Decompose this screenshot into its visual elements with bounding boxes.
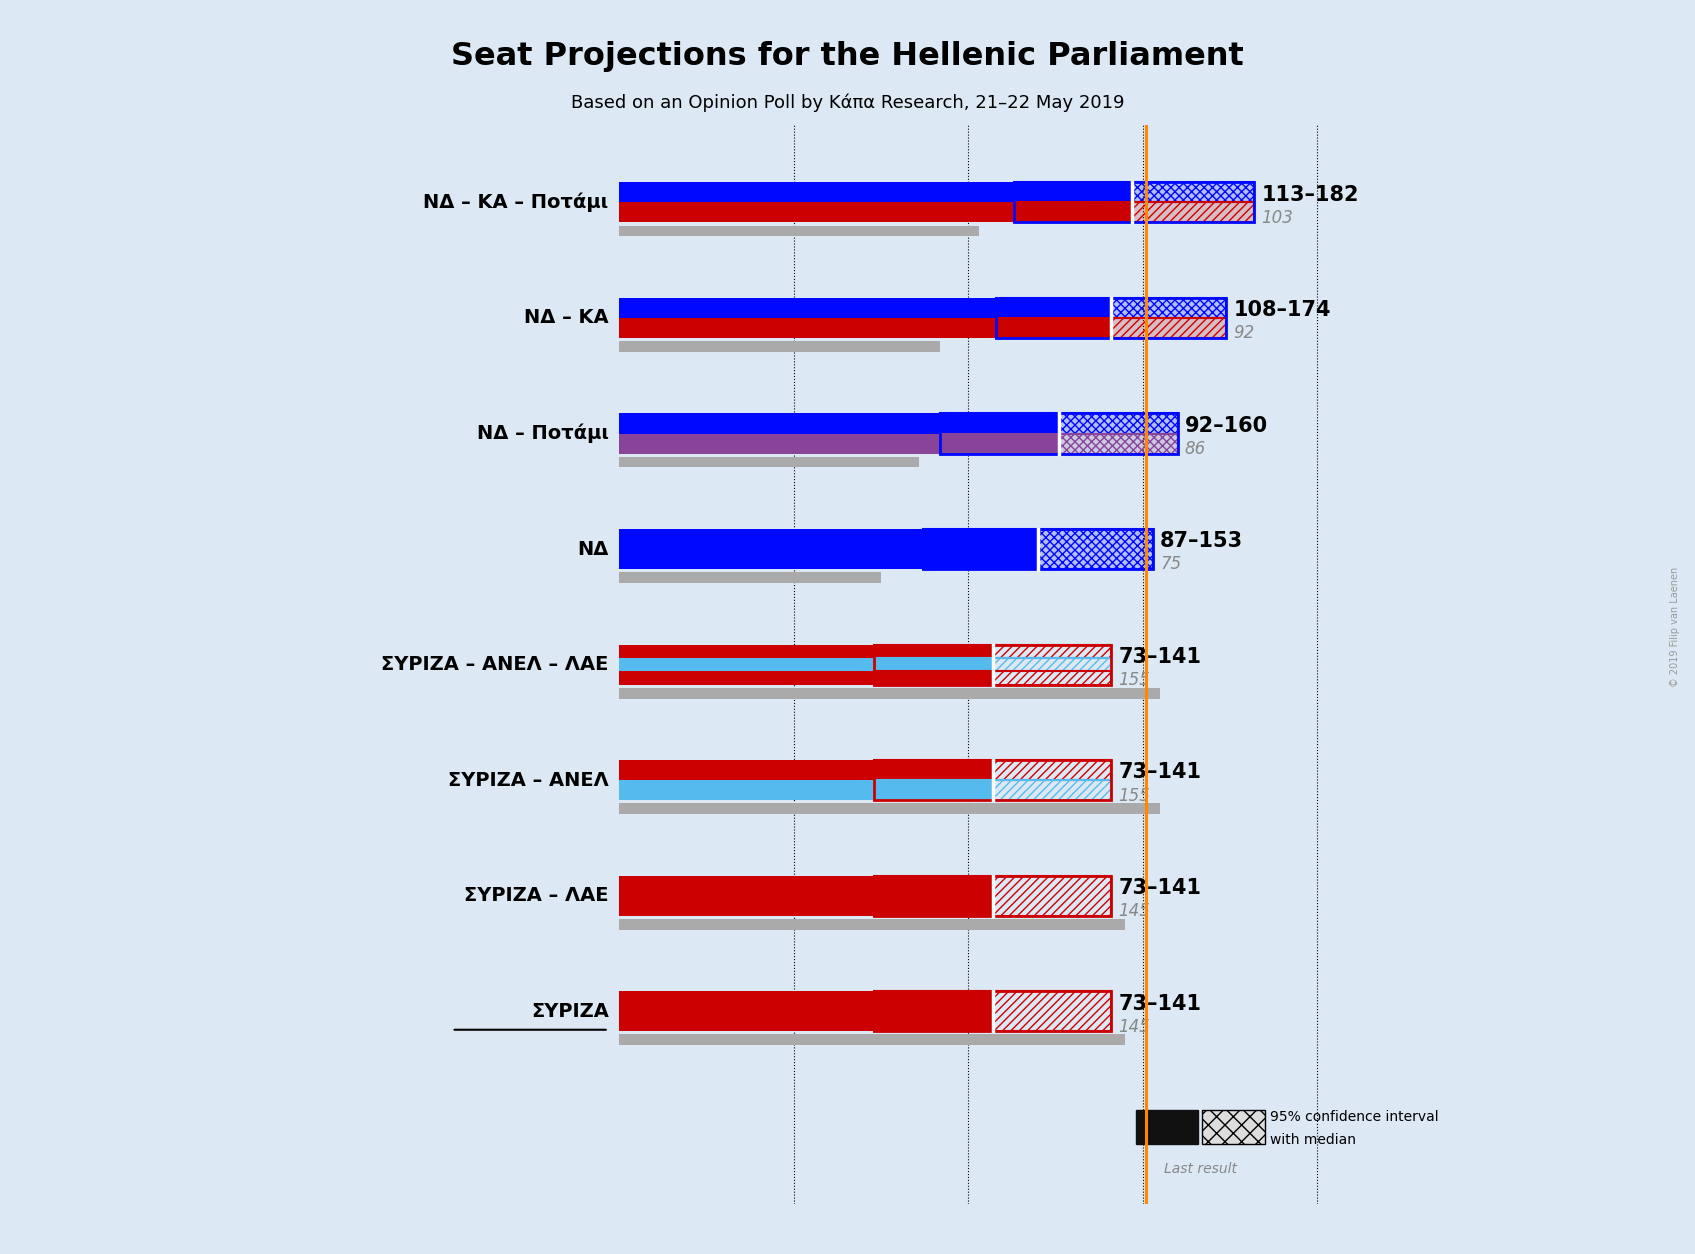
Bar <box>875 760 1112 780</box>
Bar <box>619 780 993 800</box>
Bar <box>875 658 1112 671</box>
Text: 73–141: 73–141 <box>1119 878 1202 898</box>
Text: ΣΥΡΙΖΑ – ΑΝΕΛ: ΣΥΡΙΖΑ – ΑΝΕΛ <box>447 771 609 790</box>
Bar <box>619 434 1059 454</box>
Text: ΝΔ – Ποτάμι: ΝΔ – Ποτάμι <box>476 424 609 443</box>
Bar <box>941 414 1178 454</box>
Bar <box>997 319 1227 339</box>
Bar <box>619 1035 1125 1045</box>
Bar <box>619 760 993 780</box>
Text: 86: 86 <box>1185 440 1205 458</box>
Text: 145: 145 <box>1119 902 1151 920</box>
Bar <box>619 182 1132 202</box>
Bar <box>619 919 1125 929</box>
Text: 113–182: 113–182 <box>1261 184 1359 204</box>
Bar <box>619 341 941 352</box>
Text: Seat Projections for the Hellenic Parliament: Seat Projections for the Hellenic Parlia… <box>451 41 1244 71</box>
Bar <box>619 529 1037 569</box>
Text: Based on an Opinion Poll by Κάπα Research, 21–22 May 2019: Based on an Opinion Poll by Κάπα Researc… <box>571 94 1124 112</box>
Bar <box>875 875 1112 915</box>
Bar <box>619 572 881 583</box>
Bar <box>875 671 1112 685</box>
Bar <box>922 529 1153 569</box>
Bar <box>619 658 993 671</box>
Text: 92–160: 92–160 <box>1185 416 1268 436</box>
Bar <box>619 202 1132 222</box>
Bar <box>875 991 1112 1031</box>
Bar <box>1202 1110 1264 1144</box>
Text: 92: 92 <box>1234 325 1254 342</box>
Bar <box>619 804 1159 814</box>
Text: 145: 145 <box>1119 1018 1151 1036</box>
Text: 108–174: 108–174 <box>1234 300 1331 320</box>
Text: 87–153: 87–153 <box>1159 532 1242 552</box>
Bar <box>1014 182 1254 202</box>
Bar <box>1136 1110 1198 1144</box>
Text: ΝΔ – ΚΑ – Ποτάμι: ΝΔ – ΚΑ – Ποτάμι <box>424 193 609 212</box>
Bar <box>619 645 993 658</box>
Bar <box>922 529 1153 569</box>
Bar <box>875 645 1112 658</box>
Text: Last result: Last result <box>1164 1162 1237 1176</box>
Text: ΣΥΡΙΖΑ – ΛΑΕ: ΣΥΡΙΖΑ – ΛΑΕ <box>464 887 609 905</box>
Bar <box>875 991 1112 1031</box>
Text: 103: 103 <box>1261 209 1293 227</box>
Text: 155: 155 <box>1119 671 1151 688</box>
Bar <box>619 298 1112 319</box>
Text: 73–141: 73–141 <box>1119 647 1202 667</box>
Bar <box>997 298 1227 319</box>
Bar <box>619 456 919 468</box>
Text: 155: 155 <box>1119 786 1151 805</box>
Bar <box>875 780 1112 800</box>
Bar <box>619 687 1159 698</box>
Bar <box>997 298 1227 339</box>
Text: ΝΔ: ΝΔ <box>578 539 609 558</box>
Bar <box>875 645 1112 685</box>
Bar <box>619 875 993 915</box>
Bar <box>619 319 1112 339</box>
Bar <box>619 671 993 685</box>
Text: 73–141: 73–141 <box>1119 762 1202 782</box>
Bar <box>1014 202 1254 222</box>
Bar <box>619 226 978 236</box>
Text: ΣΥΡΙΖΑ: ΣΥΡΙΖΑ <box>531 1002 609 1021</box>
Bar <box>941 414 1178 434</box>
Text: 95% confidence interval: 95% confidence interval <box>1270 1110 1439 1124</box>
Text: ΣΥΡΙΖΑ – ΑΝΕΛ – ΛΑΕ: ΣΥΡΙΖΑ – ΑΝΕΛ – ΛΑΕ <box>381 655 609 675</box>
Text: 75: 75 <box>1159 556 1181 573</box>
Bar <box>941 434 1178 454</box>
Bar <box>619 991 993 1031</box>
Text: ΝΔ – ΚΑ: ΝΔ – ΚΑ <box>524 308 609 327</box>
Bar <box>875 760 1112 800</box>
Text: 73–141: 73–141 <box>1119 993 1202 1013</box>
Bar <box>1014 182 1254 222</box>
Text: © 2019 Filip van Laenen: © 2019 Filip van Laenen <box>1670 567 1680 687</box>
Text: with median: with median <box>1270 1132 1356 1147</box>
Bar <box>619 414 1059 434</box>
Bar <box>875 875 1112 915</box>
